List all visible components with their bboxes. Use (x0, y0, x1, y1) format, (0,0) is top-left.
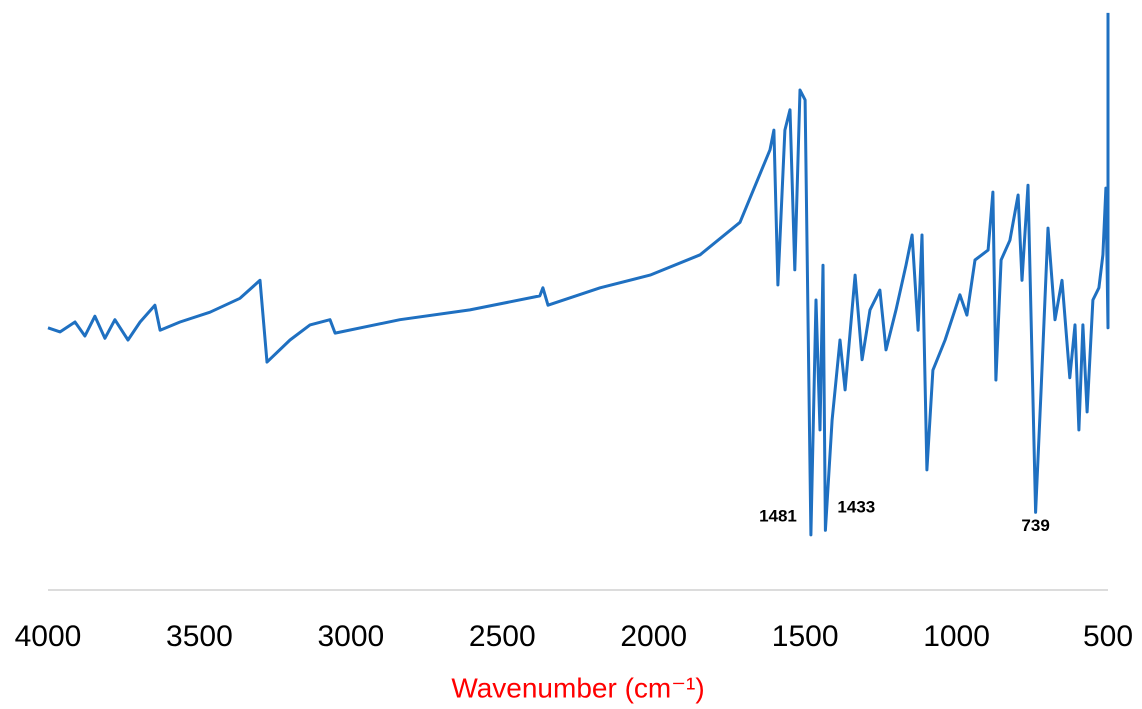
x-tick-label: 1500 (772, 620, 839, 653)
x-tick-label: 3000 (317, 620, 384, 653)
x-tick-label: 4000 (15, 620, 82, 653)
x-tick-label: 500 (1083, 620, 1133, 653)
x-tick-label: 2500 (469, 620, 536, 653)
peak-label: 1481 (759, 506, 797, 525)
peak-label: 739 (1021, 516, 1049, 535)
peak-label: 1433 (837, 498, 875, 517)
spectrum-line (47, 12, 1110, 537)
x-tick-label: 1000 (923, 620, 990, 653)
x-tick-label: 3500 (166, 620, 233, 653)
x-tick-label: 2000 (620, 620, 687, 653)
x-axis-label: Wavenumber (cm⁻¹) (451, 672, 704, 703)
